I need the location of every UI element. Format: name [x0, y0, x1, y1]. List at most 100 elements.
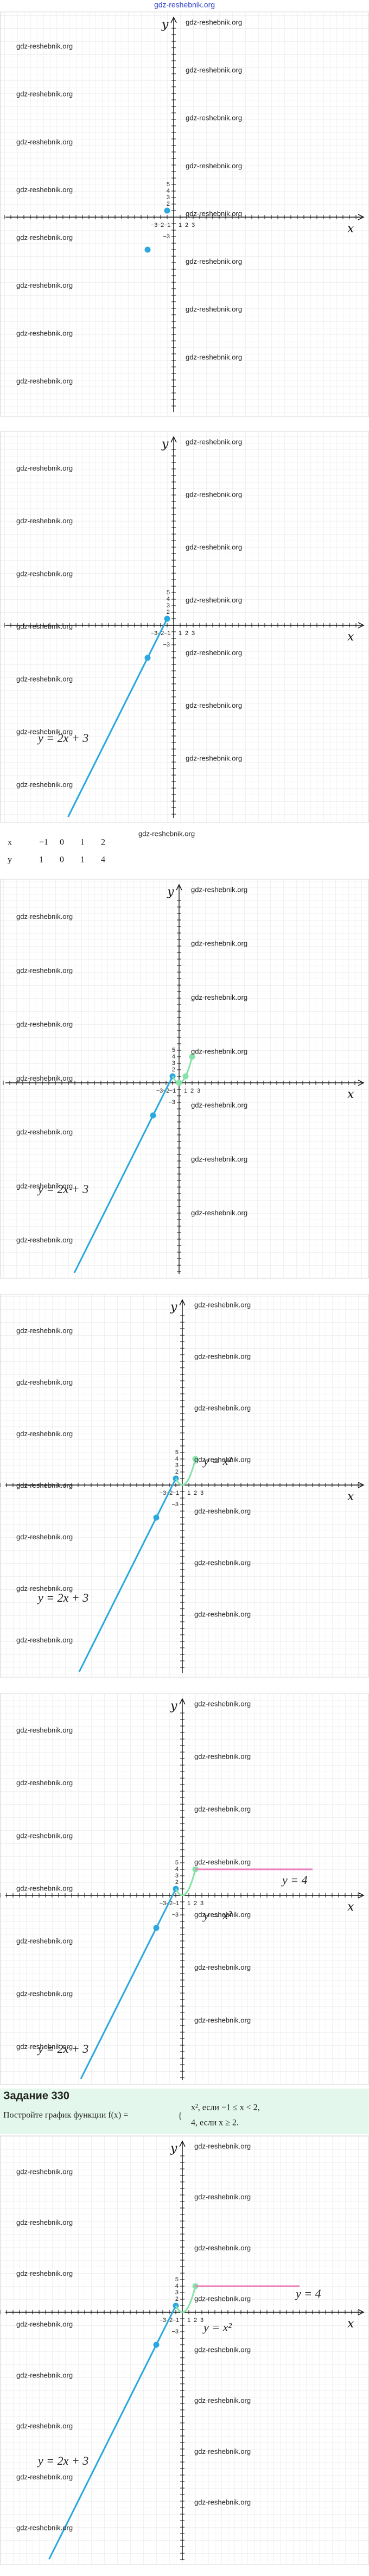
- x-axis-label: x: [347, 1490, 354, 1503]
- y-tick-label: 3: [175, 1462, 179, 1469]
- watermark: gdz-reshebnik.org: [16, 517, 73, 525]
- x-tick-label: −1: [164, 630, 171, 637]
- line-2x3: [78, 1478, 177, 1672]
- formula-label: y = 2x + 3: [37, 1182, 88, 1196]
- y-tick-label: 2: [167, 609, 170, 616]
- watermark: gdz-reshebnik.org: [186, 305, 242, 313]
- watermark: gdz-reshebnik.org: [16, 2042, 73, 2051]
- task-case: 4, если x ≥ 2.: [191, 2118, 239, 2128]
- y-tick-label: 5: [175, 2276, 179, 2283]
- y-tick-label: 4: [167, 596, 170, 602]
- watermark: gdz-reshebnik.org: [16, 1636, 73, 1644]
- x-tick-label: 3: [200, 2317, 203, 2324]
- watermark: gdz-reshebnik.org: [186, 114, 242, 122]
- watermark: gdz-reshebnik.org: [194, 2142, 251, 2150]
- y-tick-label: 5: [167, 589, 170, 596]
- x-axis-label: x: [347, 630, 354, 644]
- watermark: gdz-reshebnik.org: [194, 1300, 251, 1309]
- watermark: gdz-reshebnik.org: [191, 1209, 247, 1217]
- watermark: gdz-reshebnik.org: [186, 66, 242, 74]
- task-text: Постройте график функции f(x) =: [3, 2111, 128, 2120]
- point: [164, 207, 170, 214]
- x-tick-label: 3: [200, 1900, 203, 1907]
- parabola: [171, 1056, 193, 1084]
- watermark: gdz-reshebnik.org: [16, 1990, 73, 1998]
- watermark: gdz-reshebnik.org: [16, 42, 73, 50]
- x-tick-label: −1: [173, 1490, 180, 1496]
- watermark: gdz-reshebnik.org: [194, 1963, 251, 1971]
- x-tick-label: −1: [173, 2317, 180, 2324]
- x-arrow: [358, 214, 365, 220]
- line-2x3: [67, 618, 168, 817]
- point: [144, 246, 151, 253]
- watermark: gdz-reshebnik.org: [194, 1911, 251, 1919]
- x-axis-label: x: [347, 1900, 354, 1914]
- y-axis-label: y: [170, 1300, 177, 1314]
- y-tick-label: 3: [172, 1060, 175, 1067]
- y-tick-label: 3: [167, 194, 170, 201]
- formula-label: y = x²: [202, 1908, 232, 1922]
- y-arrow: [179, 1698, 186, 1705]
- y-tick-label: −3: [163, 642, 170, 648]
- watermark: gdz-reshebnik.org: [16, 2473, 73, 2481]
- formula-label: y = 2x + 3: [37, 2454, 88, 2467]
- task-brace: {: [178, 2112, 182, 2121]
- y-tick-label: −3: [163, 233, 170, 240]
- watermark: gdz-reshebnik.org: [16, 1020, 73, 1029]
- y-tick-label: −3: [171, 1912, 179, 1918]
- watermark: gdz-reshebnik.org: [16, 1327, 73, 1335]
- watermark: gdz-reshebnik.org: [191, 1101, 247, 1109]
- watermark: gdz-reshebnik.org: [16, 569, 73, 578]
- point: [144, 655, 151, 661]
- y-tick-label: 5: [175, 1860, 179, 1866]
- watermark: gdz-reshebnik.org: [194, 1455, 251, 1463]
- watermark: gdz-reshebnik.org: [16, 90, 73, 98]
- watermark: gdz-reshebnik.org: [186, 491, 242, 499]
- line-2x3: [73, 1076, 174, 1273]
- panel: [0, 1294, 369, 1678]
- watermark: gdz-reshebnik.org: [16, 1831, 73, 1839]
- x-arrow: [358, 1080, 365, 1086]
- watermark: gdz-reshebnik.org: [16, 1779, 73, 1787]
- watermark: gdz-reshebnik.org: [16, 1584, 73, 1592]
- watermark: gdz-reshebnik.org: [194, 1558, 251, 1566]
- task-band: [0, 2089, 369, 2134]
- watermark: gdz-reshebnik.org: [138, 829, 195, 837]
- formula-label: y = 2x + 3: [37, 731, 88, 745]
- y-tick-label: 2: [175, 1879, 179, 1886]
- x-tick-label: 1: [184, 1088, 187, 1094]
- y-arrow: [170, 16, 177, 23]
- watermark: gdz-reshebnik.org: [16, 1726, 73, 1734]
- watermark: gdz-reshebnik.org: [16, 1378, 73, 1386]
- y-tick-label: 3: [167, 602, 170, 609]
- point: [176, 1080, 182, 1086]
- point: [182, 1073, 189, 1080]
- watermark: gdz-reshebnik.org: [194, 2498, 251, 2507]
- table-cell: −1: [39, 838, 48, 847]
- x-tick-label: 3: [200, 1490, 203, 1496]
- point: [164, 616, 170, 622]
- watermark: gdz-reshebnik.org: [194, 2396, 251, 2404]
- watermark: gdz-reshebnik.org: [194, 1352, 251, 1360]
- watermark: gdz-reshebnik.org: [186, 701, 242, 709]
- panel: [0, 2135, 369, 2565]
- y-axis-label: y: [170, 1699, 177, 1713]
- x-tick-label: −3: [160, 1490, 167, 1496]
- y-tick-label: −3: [171, 2328, 179, 2335]
- x-tick-label: −3: [156, 1088, 163, 1094]
- table-cell: 4: [101, 855, 105, 865]
- watermark: gdz-reshebnik.org: [186, 754, 242, 762]
- watermark: gdz-reshebnik.org: [194, 1753, 251, 1761]
- point: [150, 1112, 156, 1119]
- watermark: gdz-reshebnik.org: [186, 649, 242, 657]
- table-cell: 1: [80, 855, 85, 865]
- watermark: gdz-reshebnik.org: [16, 728, 73, 736]
- x-tick-label: −3: [151, 222, 158, 229]
- watermark: gdz-reshebnik.org: [186, 257, 242, 265]
- watermark: gdz-reshebnik.org: [16, 912, 73, 921]
- table-cell: 2: [101, 838, 105, 847]
- x-axis-label: x: [347, 222, 354, 236]
- watermark: gdz-reshebnik.org: [16, 1074, 73, 1082]
- y-tick-label: 3: [175, 1873, 179, 1879]
